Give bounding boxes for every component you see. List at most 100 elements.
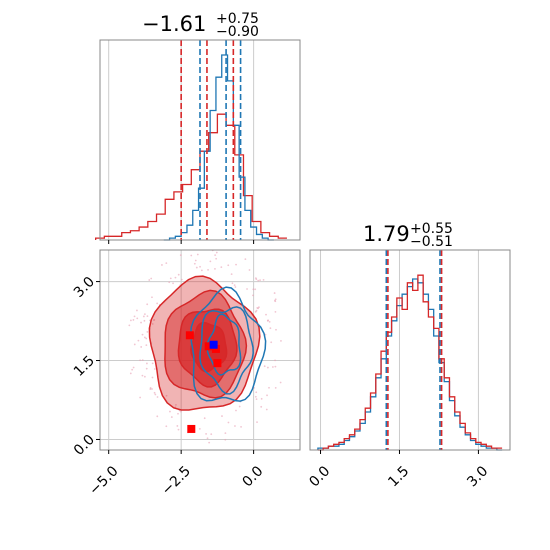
sample-dot xyxy=(148,279,151,281)
sample-dot xyxy=(279,381,282,384)
sample-dot xyxy=(207,268,209,271)
sample-dot xyxy=(256,307,259,309)
sample-dot xyxy=(230,273,233,276)
sample-dot xyxy=(150,277,153,280)
sample-dot xyxy=(132,366,135,369)
sample-dot xyxy=(266,319,269,322)
red-marker xyxy=(204,342,213,351)
param2-title-plus: +0.55 xyxy=(410,221,453,237)
sample-dot xyxy=(266,366,269,369)
sample-dot xyxy=(244,258,247,261)
sample-dot xyxy=(246,288,248,290)
blue-density-contour xyxy=(199,306,254,395)
sample-dot xyxy=(143,313,146,316)
sample-dot xyxy=(190,254,193,257)
x-tick-label: −2.5 xyxy=(159,463,194,498)
sample-dot xyxy=(208,441,211,444)
sample-dot xyxy=(141,374,144,377)
sample-dot xyxy=(175,404,177,406)
sample-dot xyxy=(168,281,171,284)
sample-dot xyxy=(214,254,217,257)
sample-dot xyxy=(270,341,273,344)
sample-dot xyxy=(221,415,223,417)
sample-dot xyxy=(139,359,142,362)
sample-dot xyxy=(256,421,258,424)
sample-dot xyxy=(169,277,172,280)
red-histogram-series xyxy=(95,113,287,240)
sample-dot xyxy=(252,294,254,297)
sample-dot xyxy=(263,365,266,368)
blue-histogram-series xyxy=(163,54,274,241)
sample-dot xyxy=(156,415,159,418)
sample-dot xyxy=(172,282,174,285)
sample-dot xyxy=(255,278,258,281)
sample-dot xyxy=(274,386,277,389)
sample-dot xyxy=(156,302,159,305)
sample-dot xyxy=(141,359,144,362)
sample-dot xyxy=(248,269,251,271)
sample-dot xyxy=(274,359,276,362)
sample-dot xyxy=(140,346,143,348)
sample-dot xyxy=(143,319,146,322)
sample-dot xyxy=(141,333,144,336)
y-tick-label: 1.5 xyxy=(71,353,98,380)
sample-dot xyxy=(200,269,203,272)
sample-dot xyxy=(258,306,260,309)
sample-dot xyxy=(259,279,261,281)
sample-dot xyxy=(154,393,157,396)
sample-dot xyxy=(209,260,212,263)
sample-dot xyxy=(234,425,236,427)
sample-dot xyxy=(266,394,268,397)
sample-dot xyxy=(146,331,149,333)
sample-dot xyxy=(143,336,146,339)
param1-title: −1.61 xyxy=(142,12,206,36)
sample-dot xyxy=(274,365,277,368)
sample-dot xyxy=(151,323,154,325)
sample-dot xyxy=(227,421,230,424)
sample-dot xyxy=(199,265,201,268)
sample-dot xyxy=(198,248,200,250)
sample-dot xyxy=(215,251,218,254)
sample-dot xyxy=(165,262,168,265)
sample-dot xyxy=(170,416,173,418)
sample-dot xyxy=(224,432,227,435)
red-marker xyxy=(211,344,220,353)
axes-frame xyxy=(309,249,511,451)
sample-dot xyxy=(235,409,237,412)
sample-dot xyxy=(235,263,237,266)
sample-dot xyxy=(133,343,136,346)
sample-dot xyxy=(142,315,145,318)
sample-dot xyxy=(146,303,149,306)
param2-title-minus: −0.51 xyxy=(410,234,453,250)
sample-dot xyxy=(271,366,274,368)
sample-dot xyxy=(233,284,236,287)
param1-title-plus: +0.75 xyxy=(216,11,259,27)
sample-dot xyxy=(165,425,168,428)
sample-dot xyxy=(140,321,142,324)
sample-dot xyxy=(275,328,277,331)
sample-dot xyxy=(177,428,180,431)
sample-dot xyxy=(151,388,153,390)
sample-dot xyxy=(151,376,154,379)
y-tick-label: 3.0 xyxy=(71,274,98,301)
sample-dot xyxy=(255,391,258,394)
joint-density-panel: −5.0 −2.5 0.0 0.0 1.5 3.0 xyxy=(71,248,301,499)
sample-dot xyxy=(180,410,182,413)
sample-dot xyxy=(128,324,131,327)
sample-dot xyxy=(195,266,198,269)
sample-dot xyxy=(151,296,153,299)
axes-frame xyxy=(99,39,301,241)
sample-dot xyxy=(214,267,216,270)
axes-frame xyxy=(99,249,301,451)
sample-dot xyxy=(215,257,218,260)
sample-dot xyxy=(133,315,136,318)
sample-dot xyxy=(268,386,270,389)
sample-dot xyxy=(146,362,148,365)
sample-dot xyxy=(137,339,140,342)
sample-dot xyxy=(265,408,268,411)
sample-dot xyxy=(274,310,277,313)
joint-plot-area xyxy=(100,248,300,450)
sample-dot xyxy=(255,309,258,312)
sample-dot xyxy=(260,397,263,400)
